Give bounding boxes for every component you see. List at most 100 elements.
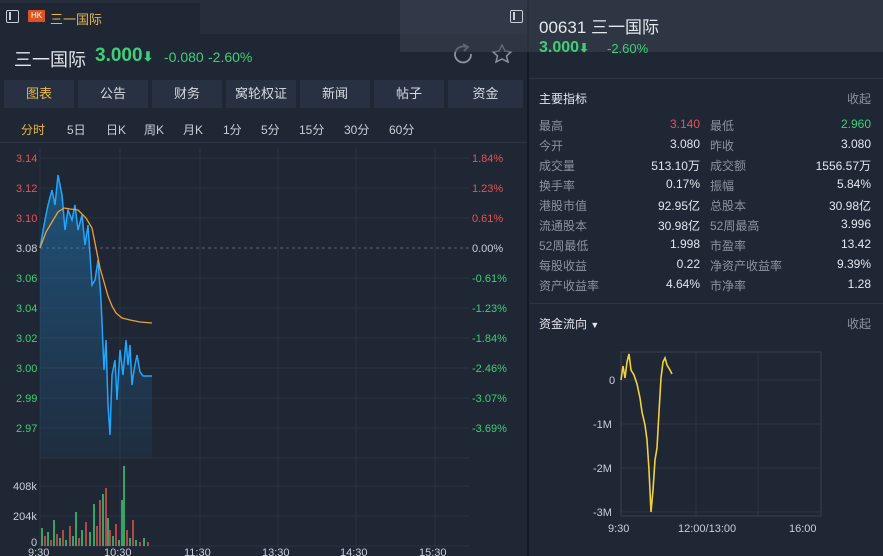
intraday-chart[interactable]: 3.14 3.12 3.10 3.08 3.06 3.04 3.02 3.00 …: [0, 0, 527, 556]
pct-axis-label: -0.61%: [472, 273, 507, 285]
metric-label: 港股市值: [539, 199, 588, 213]
detail-price: 3.000⬇: [539, 39, 590, 56]
volume-axis-label: 204k: [13, 511, 37, 523]
pct-axis-label: -1.84%: [472, 333, 507, 345]
price-change: -0.080: [164, 49, 204, 65]
metric-value: 1.998: [669, 237, 700, 251]
metric-label: 成交量: [539, 159, 576, 173]
price-axis-label: 3.06: [16, 273, 37, 285]
tab-announcements[interactable]: 公告: [78, 80, 148, 108]
tab-capital[interactable]: 资金: [448, 80, 523, 108]
metric-value: 3.996: [840, 217, 871, 231]
metric-label: 净资产收益率: [710, 259, 783, 273]
metric-label: 今开: [539, 139, 564, 153]
tab-warrants[interactable]: 窝轮权证: [226, 80, 296, 108]
period-weekly[interactable]: 周K: [144, 123, 165, 137]
price-axis-label: 2.99: [16, 393, 37, 405]
metric-label: 最低: [710, 119, 735, 133]
header-overlay: [400, 0, 883, 52]
metric-label: 流通股本: [539, 219, 588, 233]
period-60min[interactable]: 60分: [389, 123, 415, 137]
metric-label: 昨收: [710, 139, 735, 153]
metric-value: 0.22: [676, 257, 700, 271]
detail-change-pct: -2.60%: [607, 41, 649, 56]
time-axis-label: 10:30: [104, 547, 132, 556]
metric-value: 2.960: [840, 117, 871, 131]
metric-value: 3.080: [669, 137, 700, 151]
metric-value: 4.64%: [665, 277, 700, 291]
price-axis-label: 3.00: [16, 363, 37, 375]
tab-title[interactable]: 三一国际: [50, 12, 103, 27]
average-line: [39, 207, 153, 324]
panel-toggle-icon[interactable]: [510, 10, 523, 23]
metric-label: 最高: [539, 119, 564, 133]
metric-value: 0.17%: [665, 177, 700, 191]
capital-flow-title[interactable]: 资金流向 ▼: [539, 317, 600, 331]
pct-axis-label: 1.23%: [472, 183, 503, 195]
metric-label: 换手率: [539, 179, 576, 193]
stock-price: 3.000⬇: [95, 45, 154, 66]
metric-label: 振幅: [710, 179, 735, 193]
time-axis-label: 14:30: [340, 547, 368, 556]
pct-axis-label: -3.07%: [472, 393, 507, 405]
metric-value: 3.140: [669, 117, 700, 131]
metric-label: 市净率: [710, 279, 747, 293]
dropdown-caret-icon: ▼: [590, 320, 600, 330]
chart-panel: HK 三一国际 三一国际 3.000⬇ -0.080 -2.60% 图表 公告 …: [0, 0, 527, 556]
price-area: [40, 175, 152, 458]
tab-posts[interactable]: 帖子: [374, 80, 444, 108]
flow-collapse-button[interactable]: 收起: [847, 317, 872, 331]
pct-axis-label: 0.61%: [472, 213, 503, 225]
price-axis-label: 3.12: [16, 183, 37, 195]
pct-axis-label: -3.69%: [472, 423, 507, 435]
price-axis-label: 3.08: [16, 243, 37, 255]
period-1min[interactable]: 1分: [223, 123, 242, 137]
panel-toggle-icon[interactable]: [6, 10, 19, 23]
period-5min[interactable]: 5分: [261, 123, 280, 137]
metric-label: 资产收益率: [539, 279, 600, 293]
volume-axis-label: 408k: [13, 481, 37, 493]
metric-value: 5.84%: [836, 177, 871, 191]
volume-axis-label: 0: [31, 537, 37, 549]
tab-financials[interactable]: 财务: [152, 80, 222, 108]
metric-label: 52周最低: [539, 239, 589, 253]
period-5d[interactable]: 5日: [67, 123, 86, 137]
metric-label: 市盈率: [710, 239, 747, 253]
period-15min[interactable]: 15分: [299, 123, 325, 137]
pct-axis-label: -2.46%: [472, 363, 507, 375]
stock-name: 三一国际: [14, 50, 86, 70]
chart-divider: [0, 142, 527, 143]
metric-value: 3.080: [840, 137, 871, 151]
time-axis-label: 15:30: [419, 547, 447, 556]
time-axis-label: 13:30: [262, 547, 290, 556]
tab-chart[interactable]: 图表: [4, 80, 74, 108]
metric-value: 92.95亿: [657, 199, 700, 213]
price-axis-label: 3.02: [16, 333, 37, 345]
period-monthly[interactable]: 月K: [183, 123, 204, 137]
price-axis-label: 3.14: [16, 153, 37, 165]
metric-label: 总股本: [710, 199, 747, 213]
panel-divider[interactable]: [527, 0, 529, 556]
metrics-collapse-button[interactable]: 收起: [847, 92, 872, 106]
section-divider: [529, 78, 883, 79]
section-divider: [529, 303, 883, 304]
tab-news[interactable]: 新闻: [300, 80, 370, 108]
price-axis-label: 3.04: [16, 303, 37, 315]
metric-value: 1556.57万: [815, 159, 871, 173]
time-axis-label: 11:30: [184, 547, 211, 556]
time-axis-label: 9:30: [28, 547, 49, 556]
metric-value: 30.98亿: [828, 199, 871, 213]
metric-label: 每股收益: [539, 259, 588, 273]
pct-axis-label: 0.00%: [472, 243, 503, 255]
metrics-title: 主要指标: [539, 92, 588, 106]
metric-value: 13.42: [840, 237, 871, 251]
period-daily[interactable]: 日K: [106, 123, 127, 137]
metric-label: 52周最高: [710, 219, 760, 233]
pct-axis-label: 1.84%: [472, 153, 503, 165]
metric-value: 9.39%: [836, 257, 871, 271]
period-intraday[interactable]: 分时: [21, 123, 46, 137]
period-30min[interactable]: 30分: [344, 123, 370, 137]
detail-title: 00631 三一国际: [539, 18, 659, 37]
pct-axis-label: -1.23%: [472, 303, 507, 315]
price-change-pct: -2.60%: [208, 49, 253, 65]
